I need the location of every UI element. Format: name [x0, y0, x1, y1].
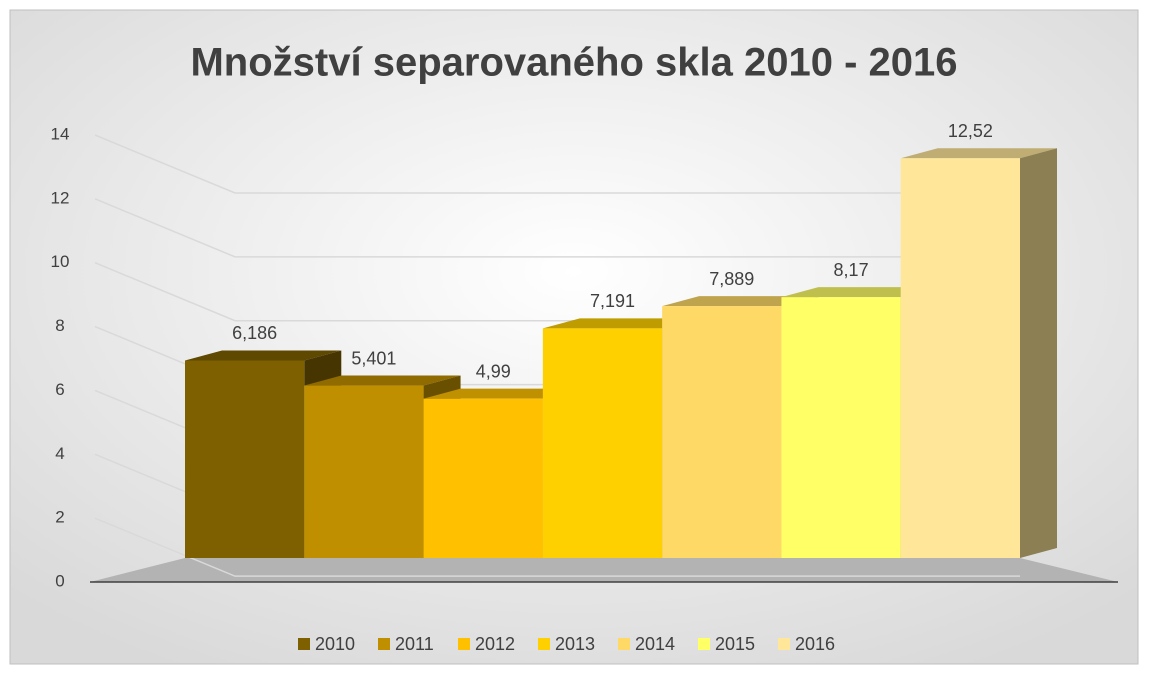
chart-title: Množství separovaného skla 2010 - 2016: [190, 41, 957, 85]
data-label: 6,186: [232, 323, 277, 343]
legend-swatch: [778, 638, 790, 650]
y-tick-label: 6: [55, 380, 64, 399]
floor: [90, 558, 1118, 582]
data-label: 7,191: [590, 291, 635, 311]
bar: [304, 385, 424, 558]
y-tick-label: 10: [51, 252, 70, 271]
legend-swatch: [618, 638, 630, 650]
grid-line: [94, 517, 1020, 577]
legend-label: 2013: [555, 634, 595, 654]
bar-top: [542, 318, 700, 329]
grid-line: [94, 134, 1020, 194]
legend-label: 2012: [475, 634, 515, 654]
y-tick-label: 2: [55, 508, 64, 527]
legend-label: 2011: [395, 634, 434, 654]
bar: [900, 158, 1020, 559]
legend-swatch: [378, 638, 390, 650]
legend-swatch: [538, 638, 550, 650]
bar-top: [423, 388, 580, 399]
grid-line: [94, 198, 1020, 258]
legend-label: 2015: [715, 634, 755, 654]
legend-label: 2016: [795, 634, 835, 654]
bar-top: [304, 375, 461, 386]
y-tick-label: 8: [55, 316, 64, 335]
y-tick-label: 0: [55, 571, 64, 590]
legend-swatch: [458, 638, 470, 650]
bar: [423, 398, 543, 558]
legend-swatch: [298, 638, 310, 650]
legend-swatch: [698, 638, 710, 650]
y-tick-label: 12: [51, 188, 70, 207]
bar: [781, 297, 901, 558]
y-tick-label: 4: [55, 444, 64, 463]
y-tick-label: 14: [51, 124, 70, 143]
bar-top: [900, 148, 1057, 159]
bar-top: [662, 296, 819, 307]
bar-top: [781, 287, 938, 298]
bar-side: [1020, 148, 1057, 559]
data-label: 12,52: [948, 121, 993, 141]
data-label: 7,889: [709, 269, 754, 289]
bar: [542, 328, 663, 558]
bar-top: [185, 350, 342, 361]
bar: [185, 360, 305, 558]
data-label: 5,401: [351, 348, 396, 368]
data-label: 8,17: [834, 260, 869, 280]
bar: [662, 306, 782, 558]
legend-label: 2014: [635, 634, 675, 654]
legend-label: 2010: [315, 634, 355, 654]
data-label: 4,99: [476, 361, 511, 381]
